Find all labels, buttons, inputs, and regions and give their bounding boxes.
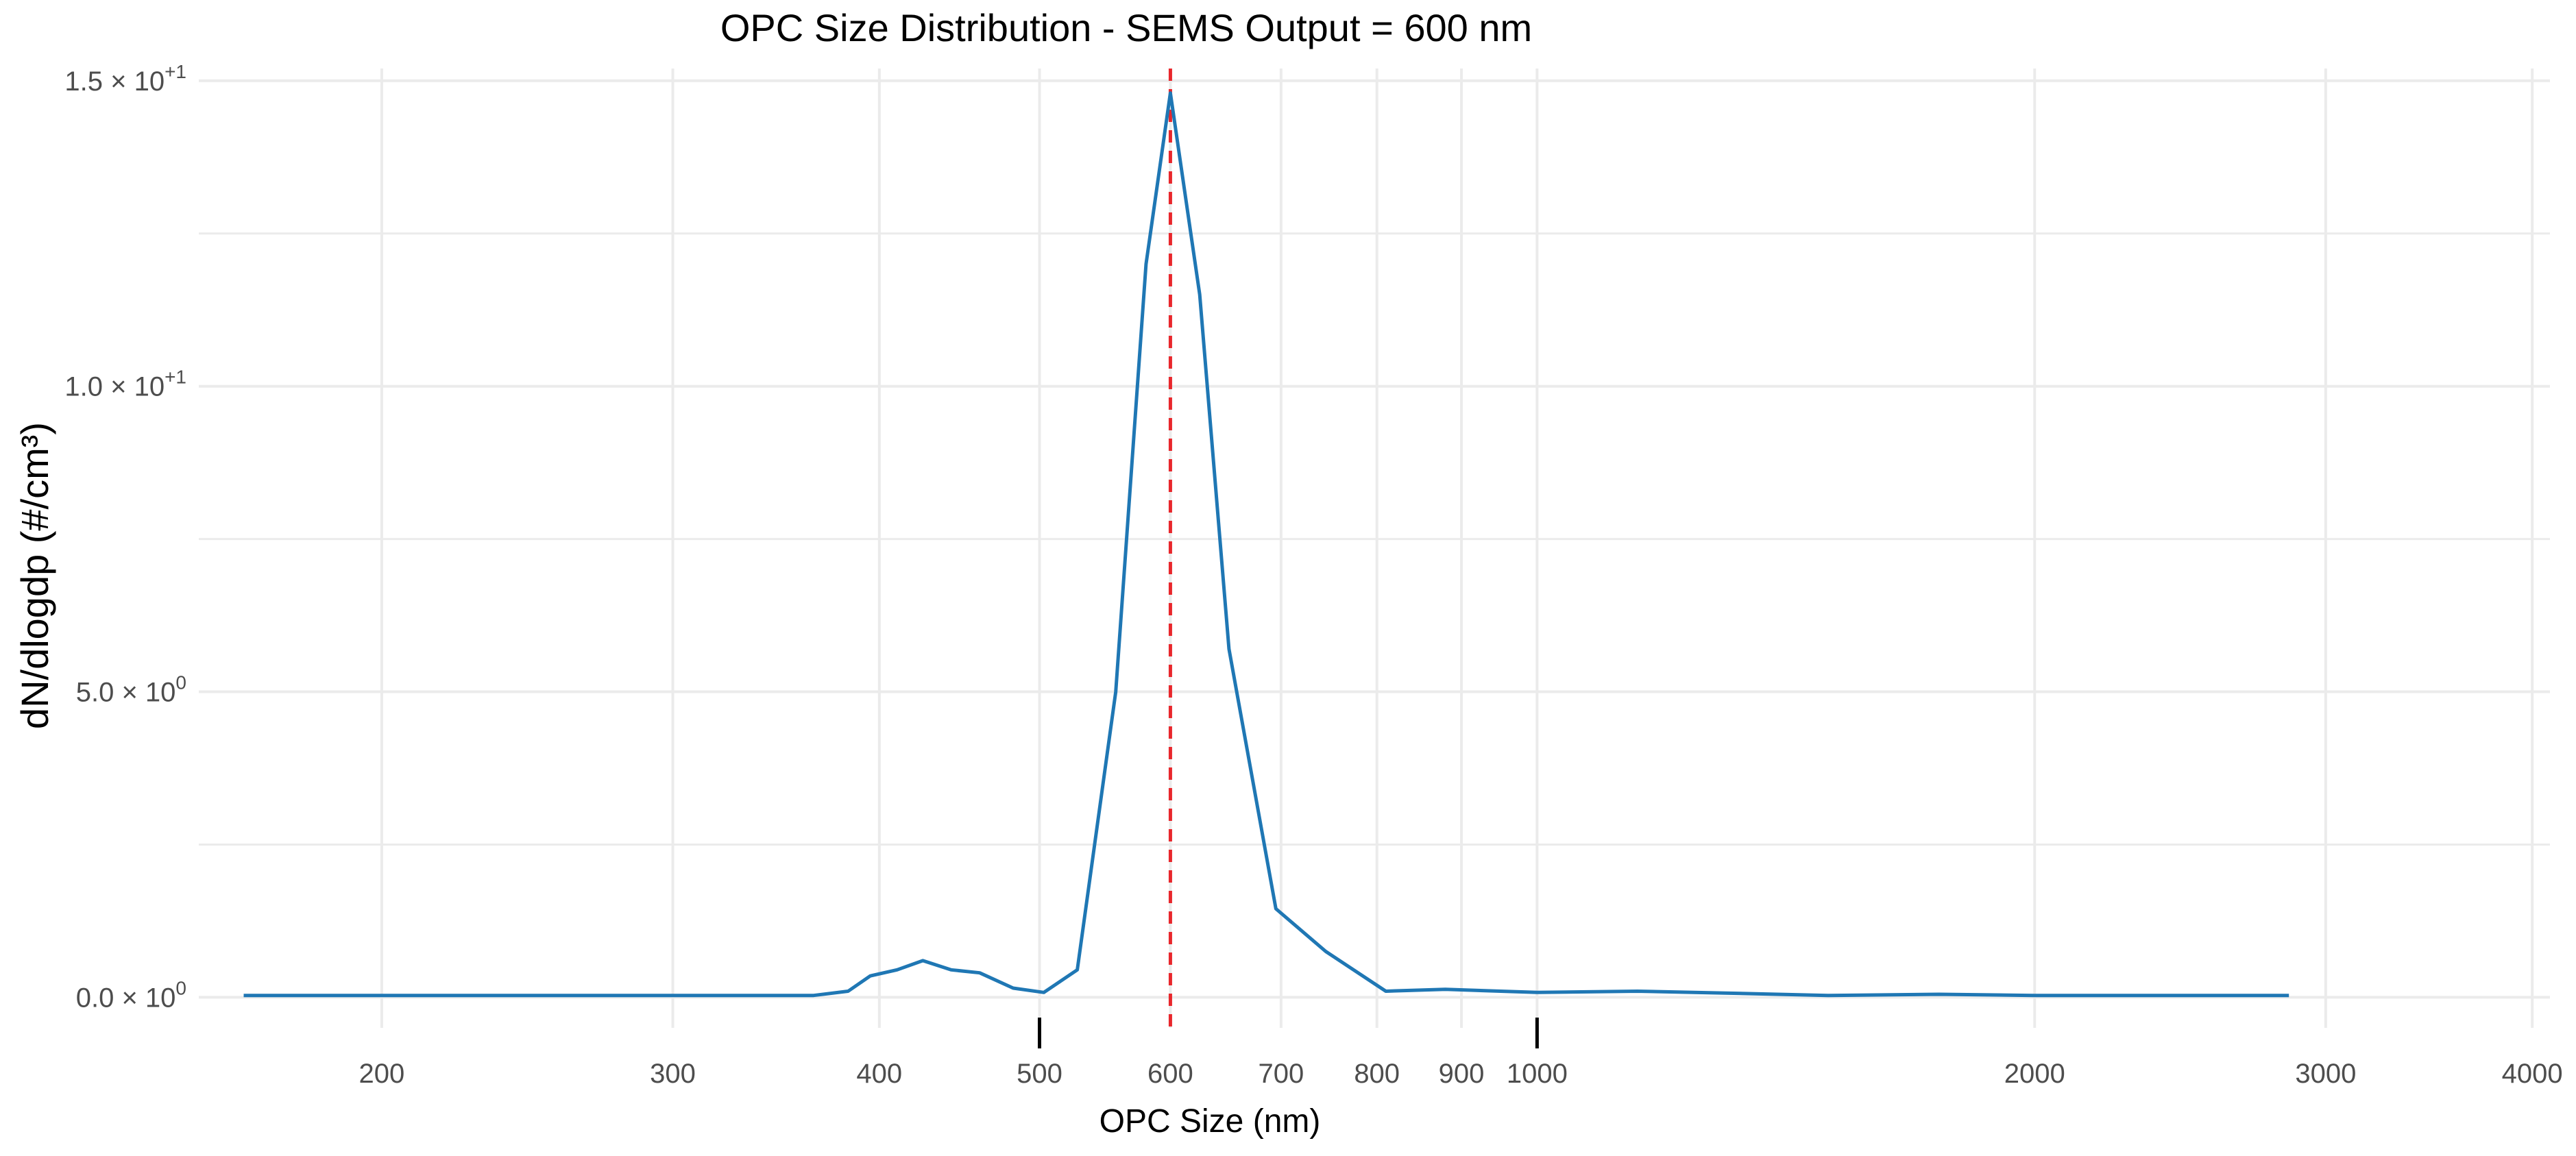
x-tick-label: 3000 — [2295, 1059, 2356, 1089]
x-tick-label: 400 — [856, 1059, 902, 1089]
x-axis-title: OPC Size (nm) — [1099, 1103, 1321, 1140]
x-tick-label: 700 — [1258, 1059, 1304, 1089]
y-axis-ticks: 0.0 × 100 5.0 × 100 1.0 × 10+1 1.5 × 10+1 — [64, 61, 186, 1013]
x-tick-label: 500 — [1017, 1059, 1062, 1089]
y-axis-title: dN/dlogdp (#/cm³) — [13, 422, 56, 729]
series-line — [243, 91, 2289, 998]
chart-title: OPC Size Distribution - SEMS Output = 60… — [720, 6, 1532, 49]
y-tick-label: 1.5 × 10+1 — [64, 61, 186, 97]
x-tick-label: 300 — [650, 1059, 696, 1089]
x-tick-label: 600 — [1147, 1059, 1193, 1089]
y-tick-label: 5.0 × 100 — [76, 672, 186, 708]
x-tick-label: 2000 — [2004, 1059, 2065, 1089]
x-tick-label: 800 — [1354, 1059, 1400, 1089]
y-tick-label: 1.0 × 10+1 — [64, 367, 186, 402]
x-tick-label: 4000 — [2502, 1059, 2563, 1089]
y-tick-label: 0.0 × 100 — [76, 977, 186, 1013]
series-layer — [243, 91, 2289, 998]
x-axis-ticks: 200 300 400 500 600 700 800 900 1000 2000 3000 4000 — [359, 1018, 2563, 1089]
grid-lines — [199, 69, 2550, 1028]
x-tick-label: 200 — [359, 1059, 405, 1089]
x-tick-label: 900 — [1439, 1059, 1485, 1089]
x-tick-label: 1000 — [1507, 1059, 1568, 1089]
